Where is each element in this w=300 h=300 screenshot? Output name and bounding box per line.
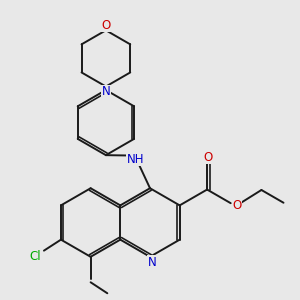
Text: O: O <box>203 151 213 164</box>
Text: N: N <box>148 256 157 268</box>
Text: NH: NH <box>127 153 144 166</box>
Text: O: O <box>233 199 242 212</box>
Text: Cl: Cl <box>30 250 41 263</box>
Text: N: N <box>101 85 110 98</box>
Text: O: O <box>101 19 110 32</box>
